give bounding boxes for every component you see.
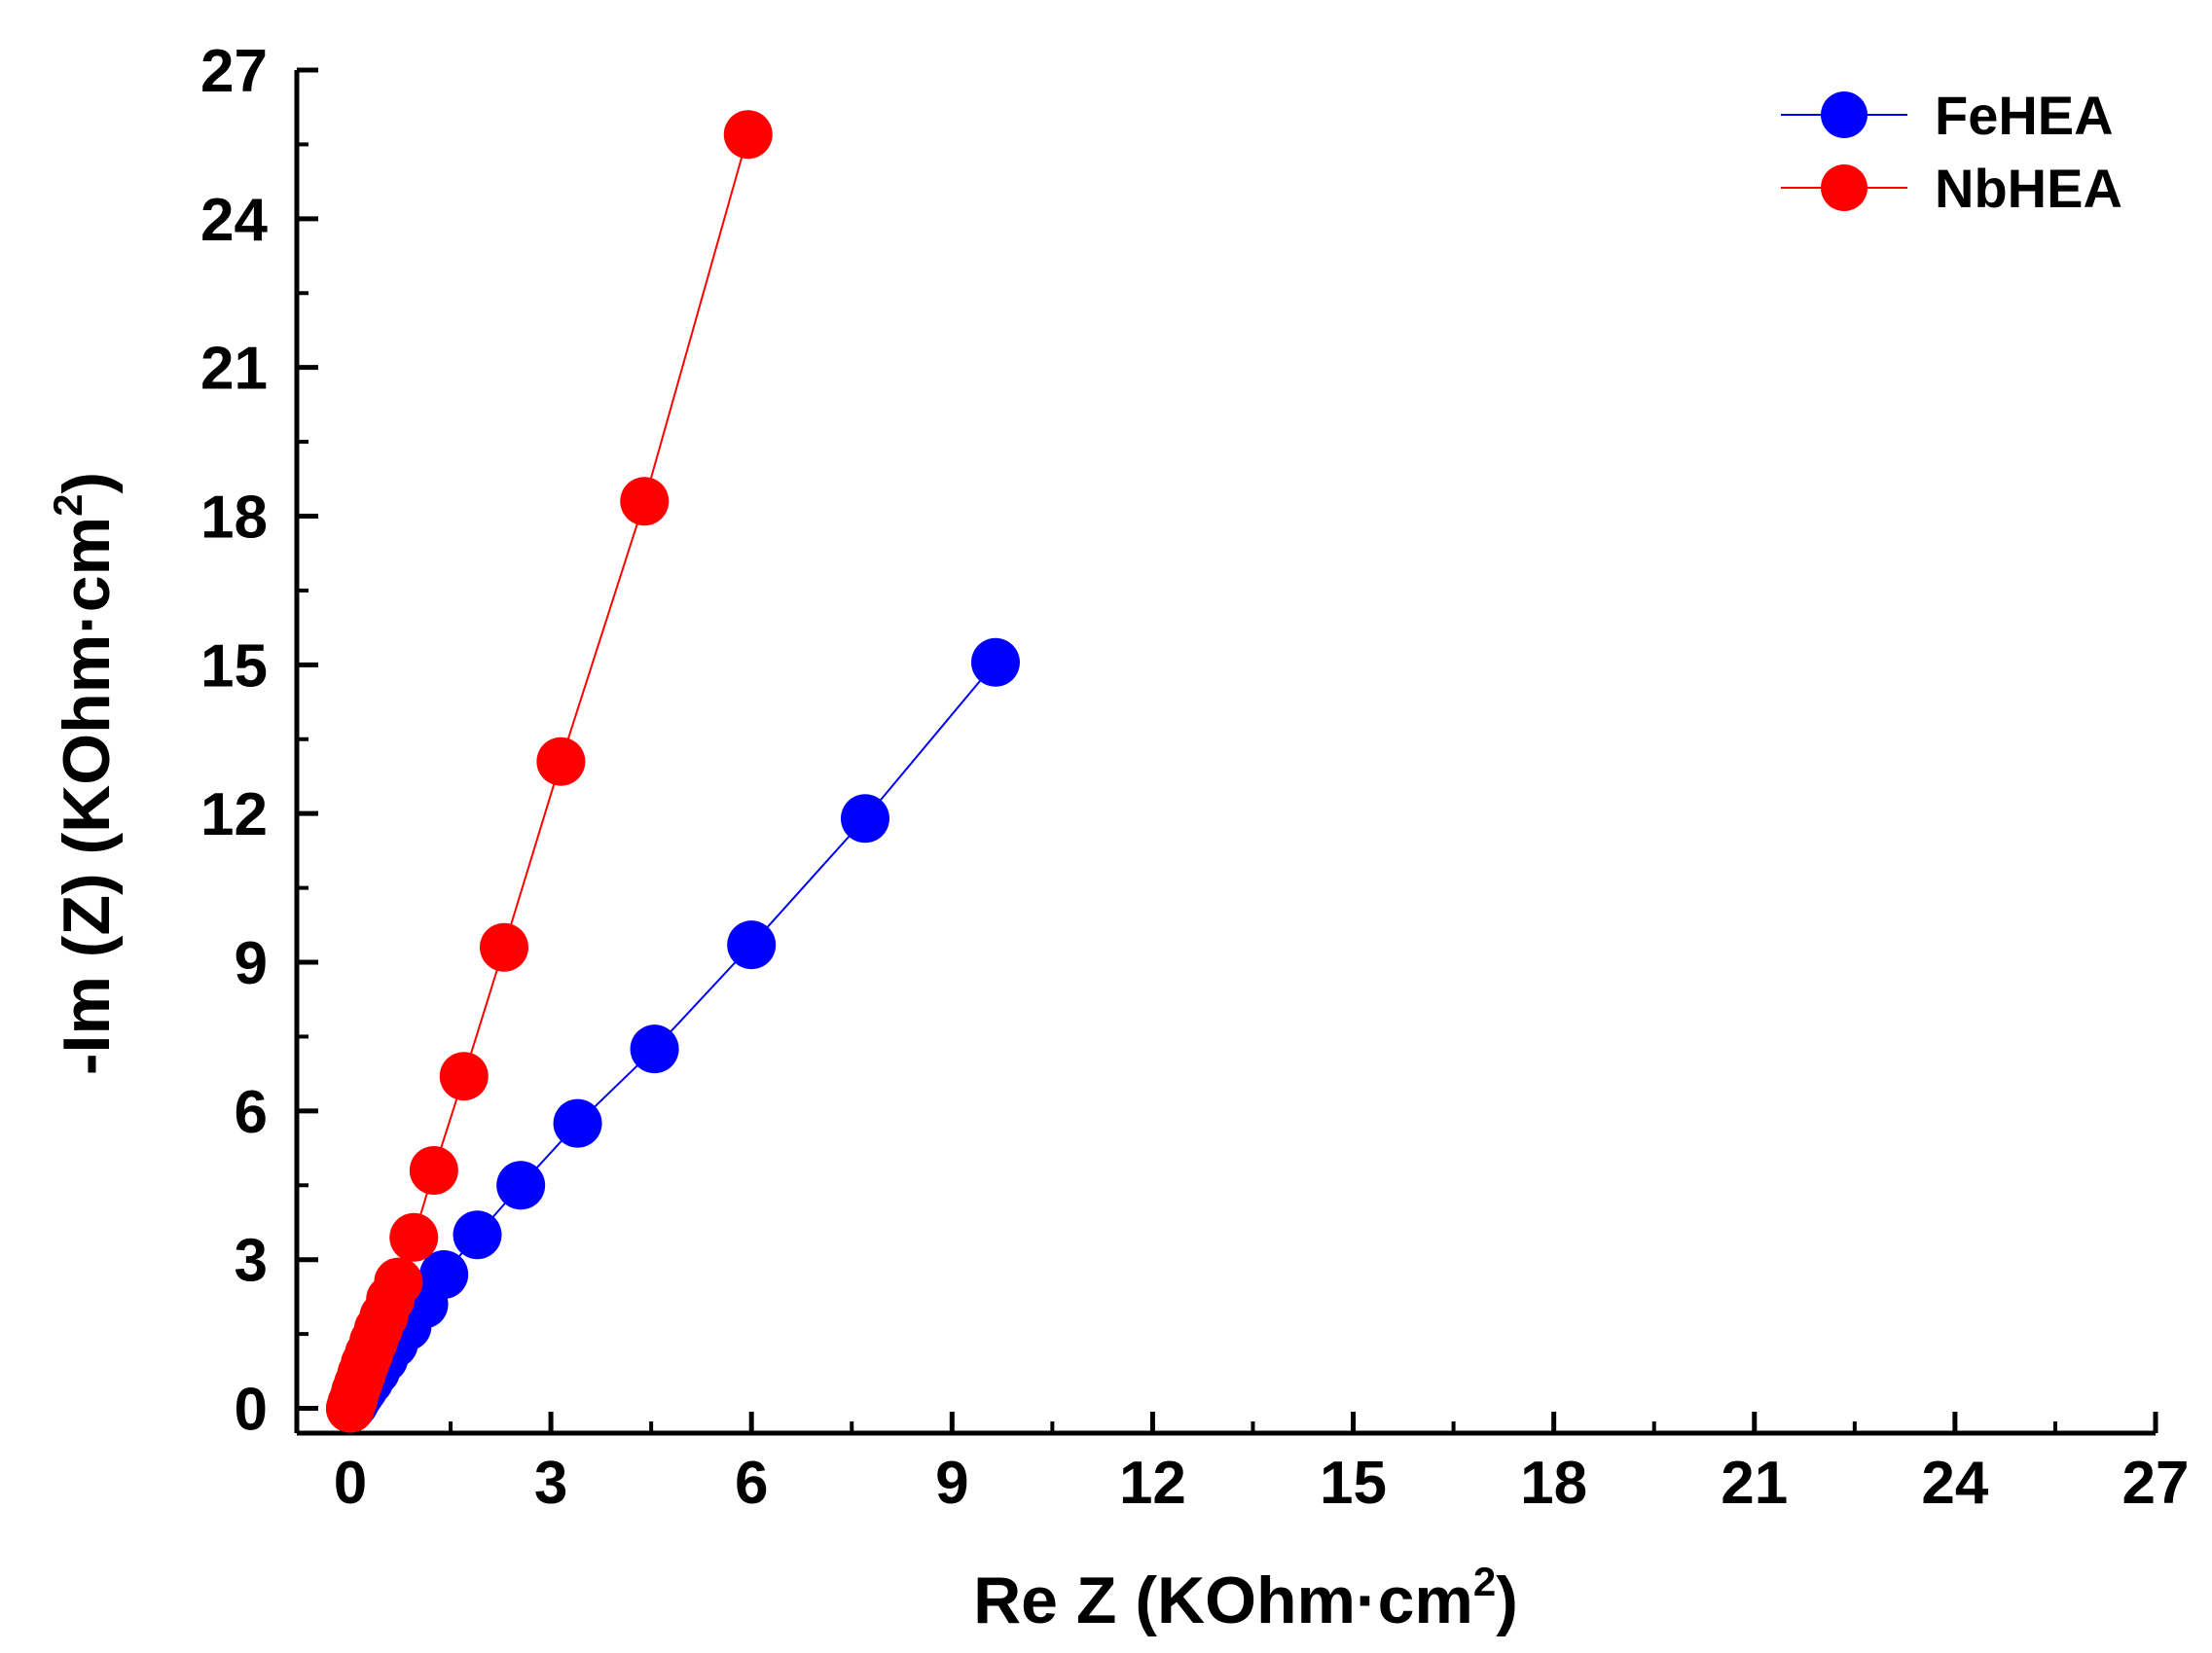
y-tick-label: 6 <box>235 1079 268 1146</box>
x-tick-label: 27 <box>2122 1450 2190 1517</box>
x-tick-label: 21 <box>1721 1450 1788 1517</box>
legend-item-nbhea: NbHEA <box>1781 158 2122 219</box>
data-point <box>970 637 1020 687</box>
data-point <box>439 1052 489 1101</box>
axes: 0 3 6 9 12 15 18 21 24 27 0 3 6 9 12 15 18 21 24 27 <box>200 38 2189 1517</box>
data-point <box>840 794 889 844</box>
data-point <box>723 110 773 160</box>
data-point <box>553 1098 602 1148</box>
data-point <box>630 1024 679 1074</box>
data-point <box>453 1210 502 1260</box>
legend-label: FeHEA <box>1935 85 2114 146</box>
data-point <box>409 1145 458 1195</box>
legend-item-fehea: FeHEA <box>1781 85 2114 146</box>
y-tick-label: 18 <box>200 485 268 552</box>
data-point <box>419 1249 469 1299</box>
data-point <box>496 1161 546 1210</box>
x-tick-label: 3 <box>534 1450 567 1517</box>
data-point <box>479 922 528 972</box>
x-tick-label: 6 <box>735 1450 768 1517</box>
legend: FeHEA NbHEA <box>1781 85 2122 219</box>
x-axis-title: Re Z (KOhm·cm2) <box>973 1559 1518 1637</box>
series-layer <box>325 110 1020 1433</box>
x-tick-label: 9 <box>935 1450 968 1517</box>
y-tick-label: 3 <box>235 1228 268 1295</box>
data-point <box>727 920 777 970</box>
y-tick-label: 0 <box>235 1377 268 1444</box>
x-tick-label: 12 <box>1119 1450 1186 1517</box>
y-tick-label: 12 <box>200 781 268 848</box>
x-tick-label: 24 <box>1921 1450 1988 1517</box>
y-tick-label: 24 <box>200 187 268 254</box>
data-point <box>374 1257 423 1307</box>
legend-marker <box>1821 164 1868 211</box>
data-point <box>620 477 670 526</box>
series-fehea <box>325 637 1020 1433</box>
x-tick-label: 18 <box>1520 1450 1587 1517</box>
series-nbhea <box>325 110 773 1433</box>
y-tick-label: 21 <box>200 336 268 403</box>
data-point <box>389 1212 439 1262</box>
data-point <box>536 737 586 786</box>
y-tick-label: 9 <box>235 930 268 997</box>
x-tick-label: 0 <box>334 1450 367 1517</box>
x-tick-label: 15 <box>1320 1450 1387 1517</box>
y-axis-title: -Im (Z) (KOhm·cm2) <box>45 472 124 1075</box>
y-tick-label: 15 <box>200 632 268 700</box>
legend-marker <box>1821 91 1868 138</box>
legend-label: NbHEA <box>1935 158 2122 219</box>
y-tick-label: 27 <box>200 38 268 105</box>
